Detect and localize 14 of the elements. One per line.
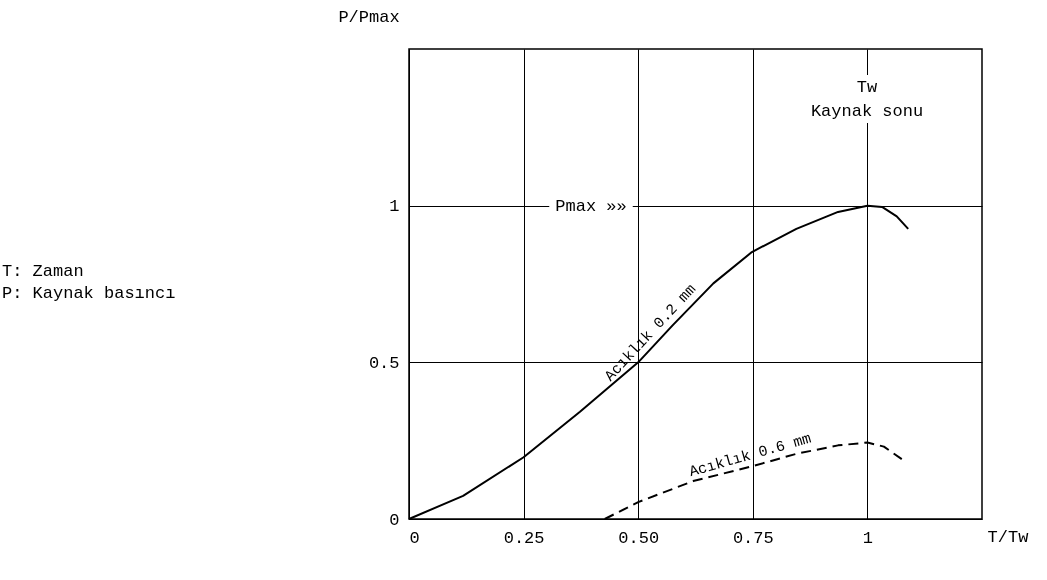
x-tick-label: 1	[862, 528, 873, 548]
x-axis-title: T/Tw	[987, 528, 1030, 547]
annotation: Tw Kaynak sonu	[810, 78, 924, 121]
x-tick-label: 0.25	[503, 528, 545, 548]
y-tick-label: 0.5	[368, 353, 400, 373]
x-tick-label: 0.75	[732, 528, 774, 548]
x-tick-label: 0	[409, 528, 420, 548]
annotation: Pmax »»	[555, 197, 627, 216]
y-tick-label: 0	[389, 510, 400, 530]
text: T: Zaman	[2, 262, 84, 281]
y-tick-label: 1	[389, 197, 400, 217]
text: P: Kaynak basıncı	[2, 284, 176, 303]
x-tick-label: 0.50	[618, 528, 660, 548]
y-axis-title: P/Pmax	[338, 8, 400, 27]
